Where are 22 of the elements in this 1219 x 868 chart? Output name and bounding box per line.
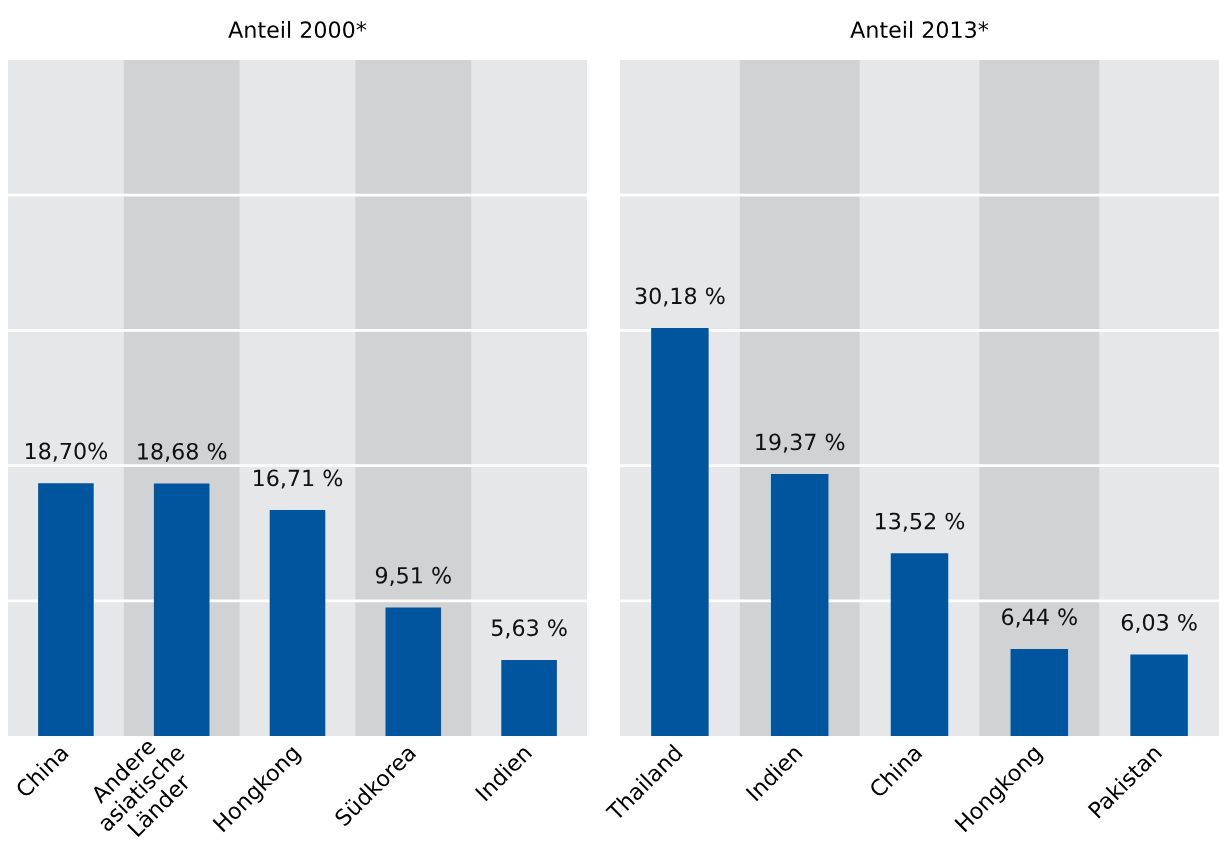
bar [501,659,557,736]
data-label: 13,52 % [876,512,965,532]
bar [770,474,829,736]
chart-title: Anteil 2013* [850,20,989,39]
bar [1010,648,1069,736]
chart-title: Anteil 2000* [228,20,367,39]
data-label: 6,03 % [1121,613,1197,633]
data-label: 19,37 % [756,433,845,453]
bar [269,510,326,736]
data-label: 30,18 % [635,287,725,307]
data-label: 9,51 % [375,566,451,586]
bar [1130,654,1188,736]
bar [153,483,210,736]
bar [38,483,94,736]
bar [890,553,949,736]
data-label: 5,63 % [491,619,567,639]
data-label: 6,44 % [1002,608,1077,628]
data-label: 18,70% [25,442,108,462]
data-label: 18,68 % [138,442,227,462]
data-label: 16,71 % [254,469,343,489]
bar [651,327,709,736]
bar [385,607,442,736]
